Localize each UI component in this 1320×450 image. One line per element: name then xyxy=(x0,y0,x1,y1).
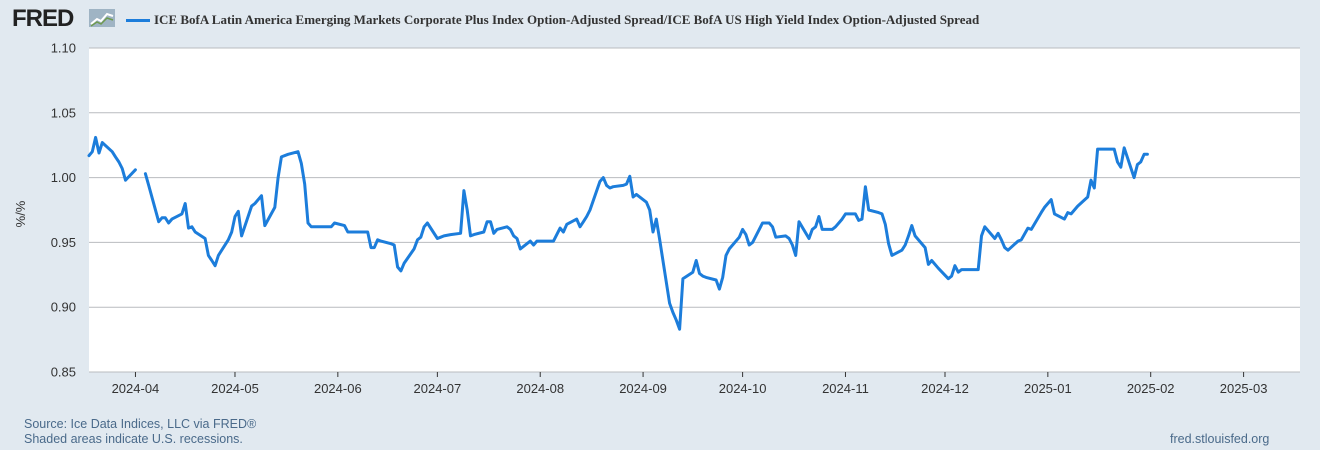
footer-url[interactable]: fred.stlouisfed.org xyxy=(1170,432,1270,446)
y-tick-label: 0.90 xyxy=(51,300,76,315)
y-tick-label: 1.10 xyxy=(51,41,76,56)
y-axis: 0.85 0.90 0.95 1.00 1.05 1.10 xyxy=(51,41,76,380)
footer-recession-note: Shaded areas indicate U.S. recessions. xyxy=(24,432,243,446)
line-chart: 0.850.900.951.001.051.10 2024-04 2024-05 2… xyxy=(13,41,1300,396)
x-tick-label: 2024-04 xyxy=(112,381,160,396)
fred-logo[interactable]: FRED xyxy=(12,5,74,32)
x-tick-label: 2024-11 xyxy=(822,381,869,396)
x-tick-label: 2024-12 xyxy=(921,381,969,396)
series xyxy=(87,135,1149,331)
y-tick-label: 0.85 xyxy=(51,365,76,380)
x-tick-label: 2024-05 xyxy=(211,381,259,396)
gridlines xyxy=(89,47,1300,373)
x-axis: 2024-04 2024-05 2024-06 2024-07 2024-08 2024-… xyxy=(112,372,1268,396)
x-tick-label: 2025-03 xyxy=(1220,381,1268,396)
x-tick-label: 2024-06 xyxy=(314,381,362,396)
plot-area xyxy=(89,48,1300,372)
y-tick-label: 1.00 xyxy=(51,170,76,185)
x-tick-label: 2024-10 xyxy=(719,381,767,396)
x-tick-label: 2024-08 xyxy=(516,381,564,396)
y-tick-label: 0.95 xyxy=(51,235,76,250)
series-line xyxy=(87,135,137,182)
chart-header: FRED ICE BofA Latin America Emerging Mar… xyxy=(0,0,1320,40)
series-line xyxy=(143,146,1149,331)
legend-swatch xyxy=(126,19,150,22)
x-tick-label: 2025-01 xyxy=(1024,381,1072,396)
y-axis-label: %/% xyxy=(13,200,28,227)
x-tick-label: 2025-02 xyxy=(1127,381,1175,396)
legend-label[interactable]: ICE BofA Latin America Emerging Markets … xyxy=(154,12,980,27)
x-tick-label: 2024-07 xyxy=(414,381,462,396)
x-tick-label: 2024-09 xyxy=(619,381,667,396)
y-tick-label: 1.05 xyxy=(51,105,76,120)
footer-source: Source: Ice Data Indices, LLC via FRED® xyxy=(24,417,257,431)
fred-chart-mark-icon xyxy=(89,9,115,27)
